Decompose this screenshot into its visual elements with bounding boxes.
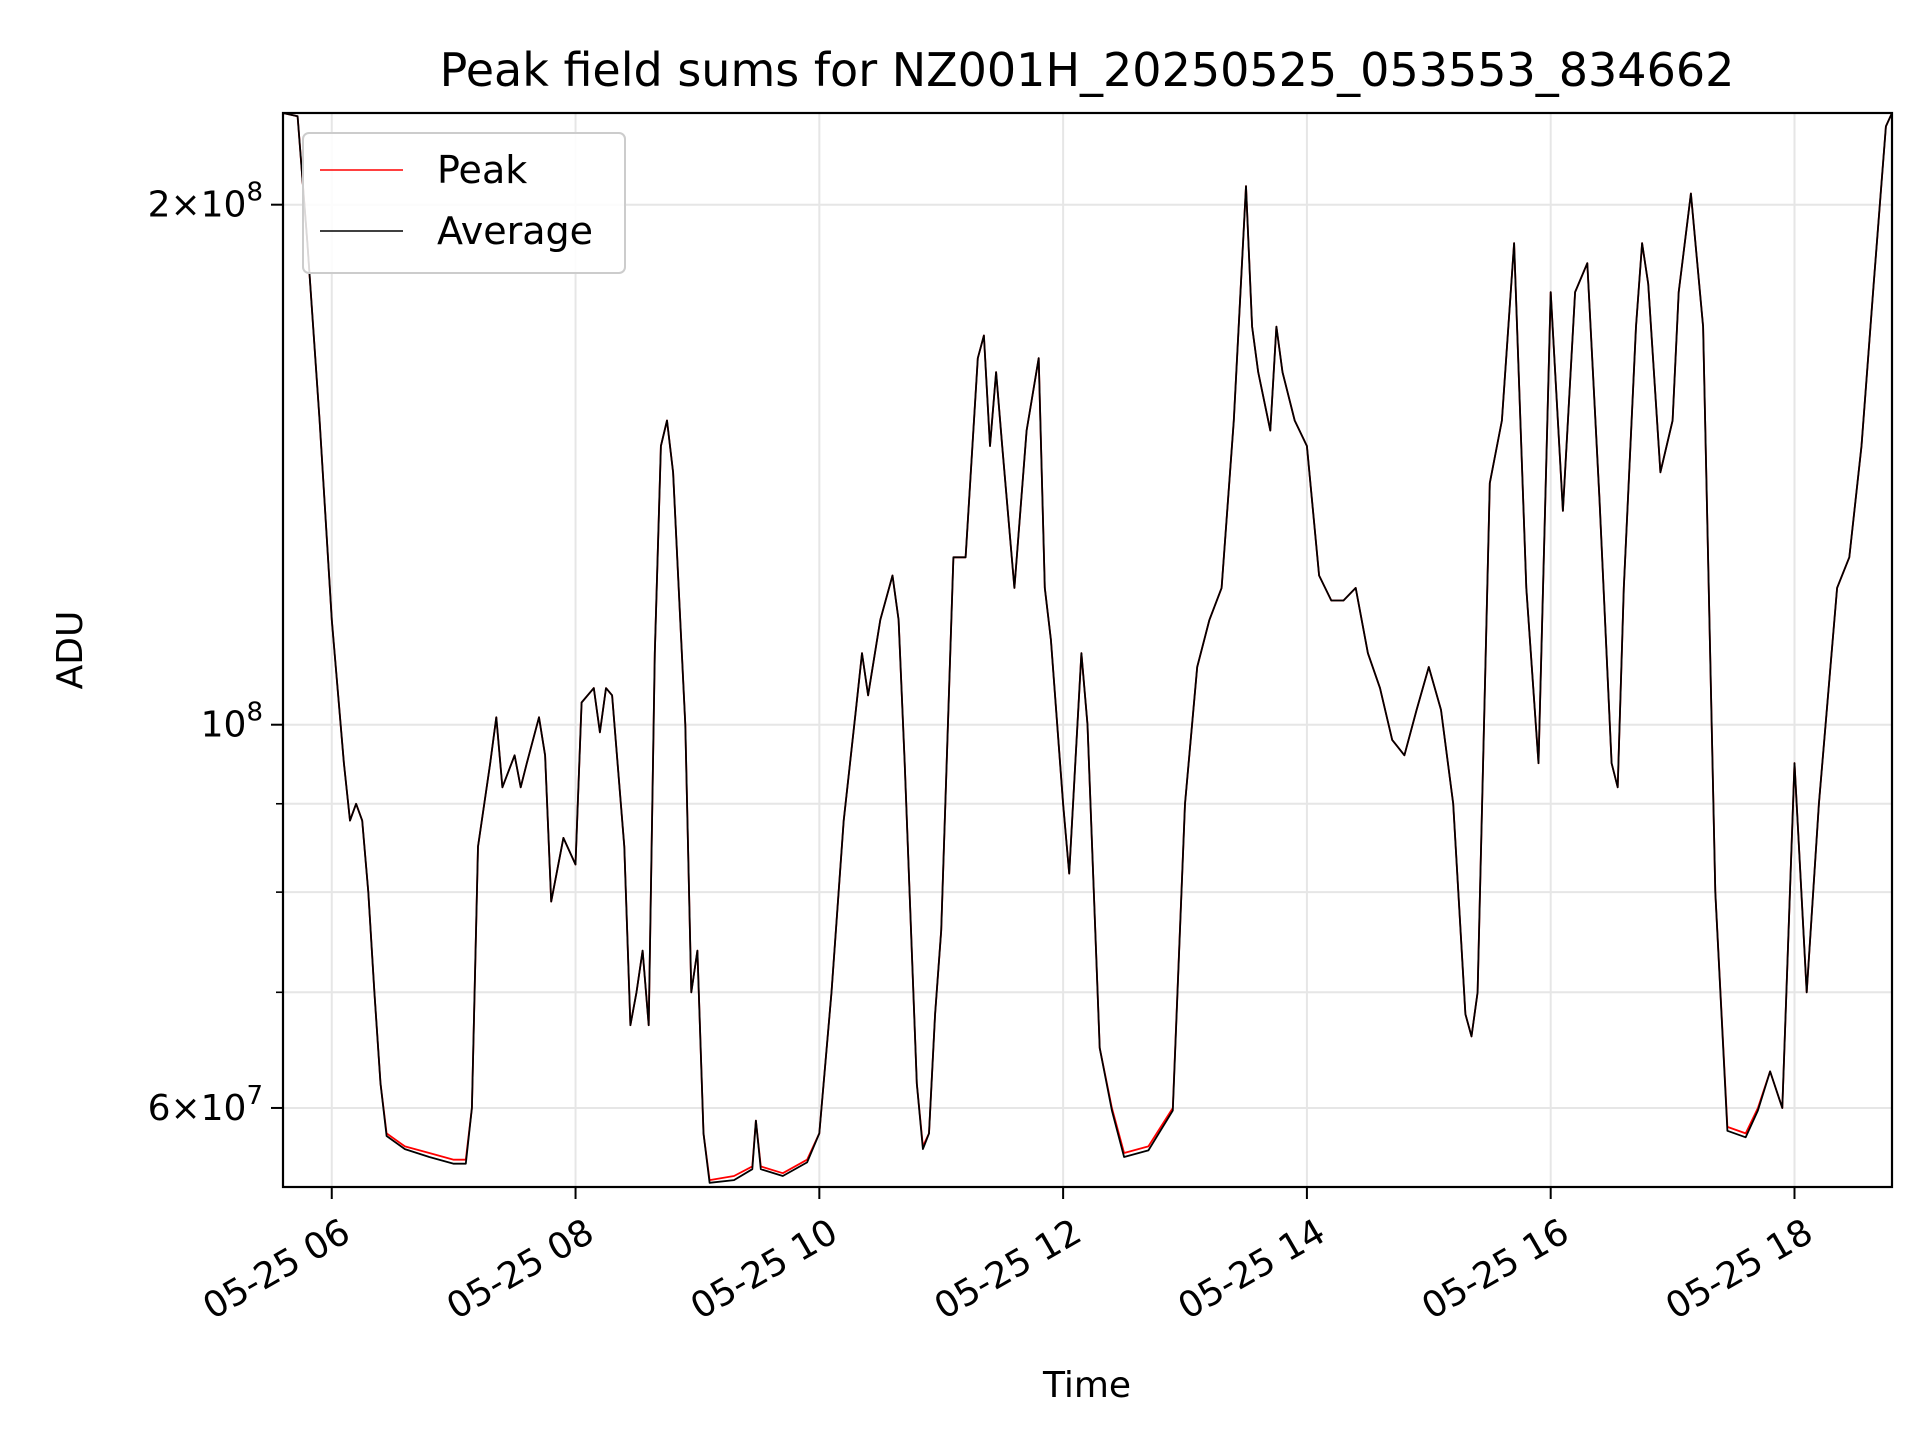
series-layer	[282, 112, 1893, 1184]
series-line-average	[282, 112, 1893, 1184]
legend-box	[302, 132, 626, 274]
legend: Peak Average	[302, 132, 626, 274]
legend-label-peak: Peak	[437, 148, 527, 192]
y-tick-label: 6×107	[148, 1081, 263, 1129]
y-tick-label: 108	[201, 698, 263, 746]
y-axis-label: ADU	[50, 611, 91, 690]
x-axis-label: Time	[1042, 1365, 1131, 1406]
y-axis: 6×107 108 2×108	[148, 178, 283, 1129]
y-tick-label: 2×108	[148, 178, 263, 226]
chart-title: Peak field sums for NZ001H_20250525_0535…	[440, 43, 1735, 97]
legend-label-average: Average	[437, 209, 593, 253]
plot-frame	[281, 111, 1894, 1189]
